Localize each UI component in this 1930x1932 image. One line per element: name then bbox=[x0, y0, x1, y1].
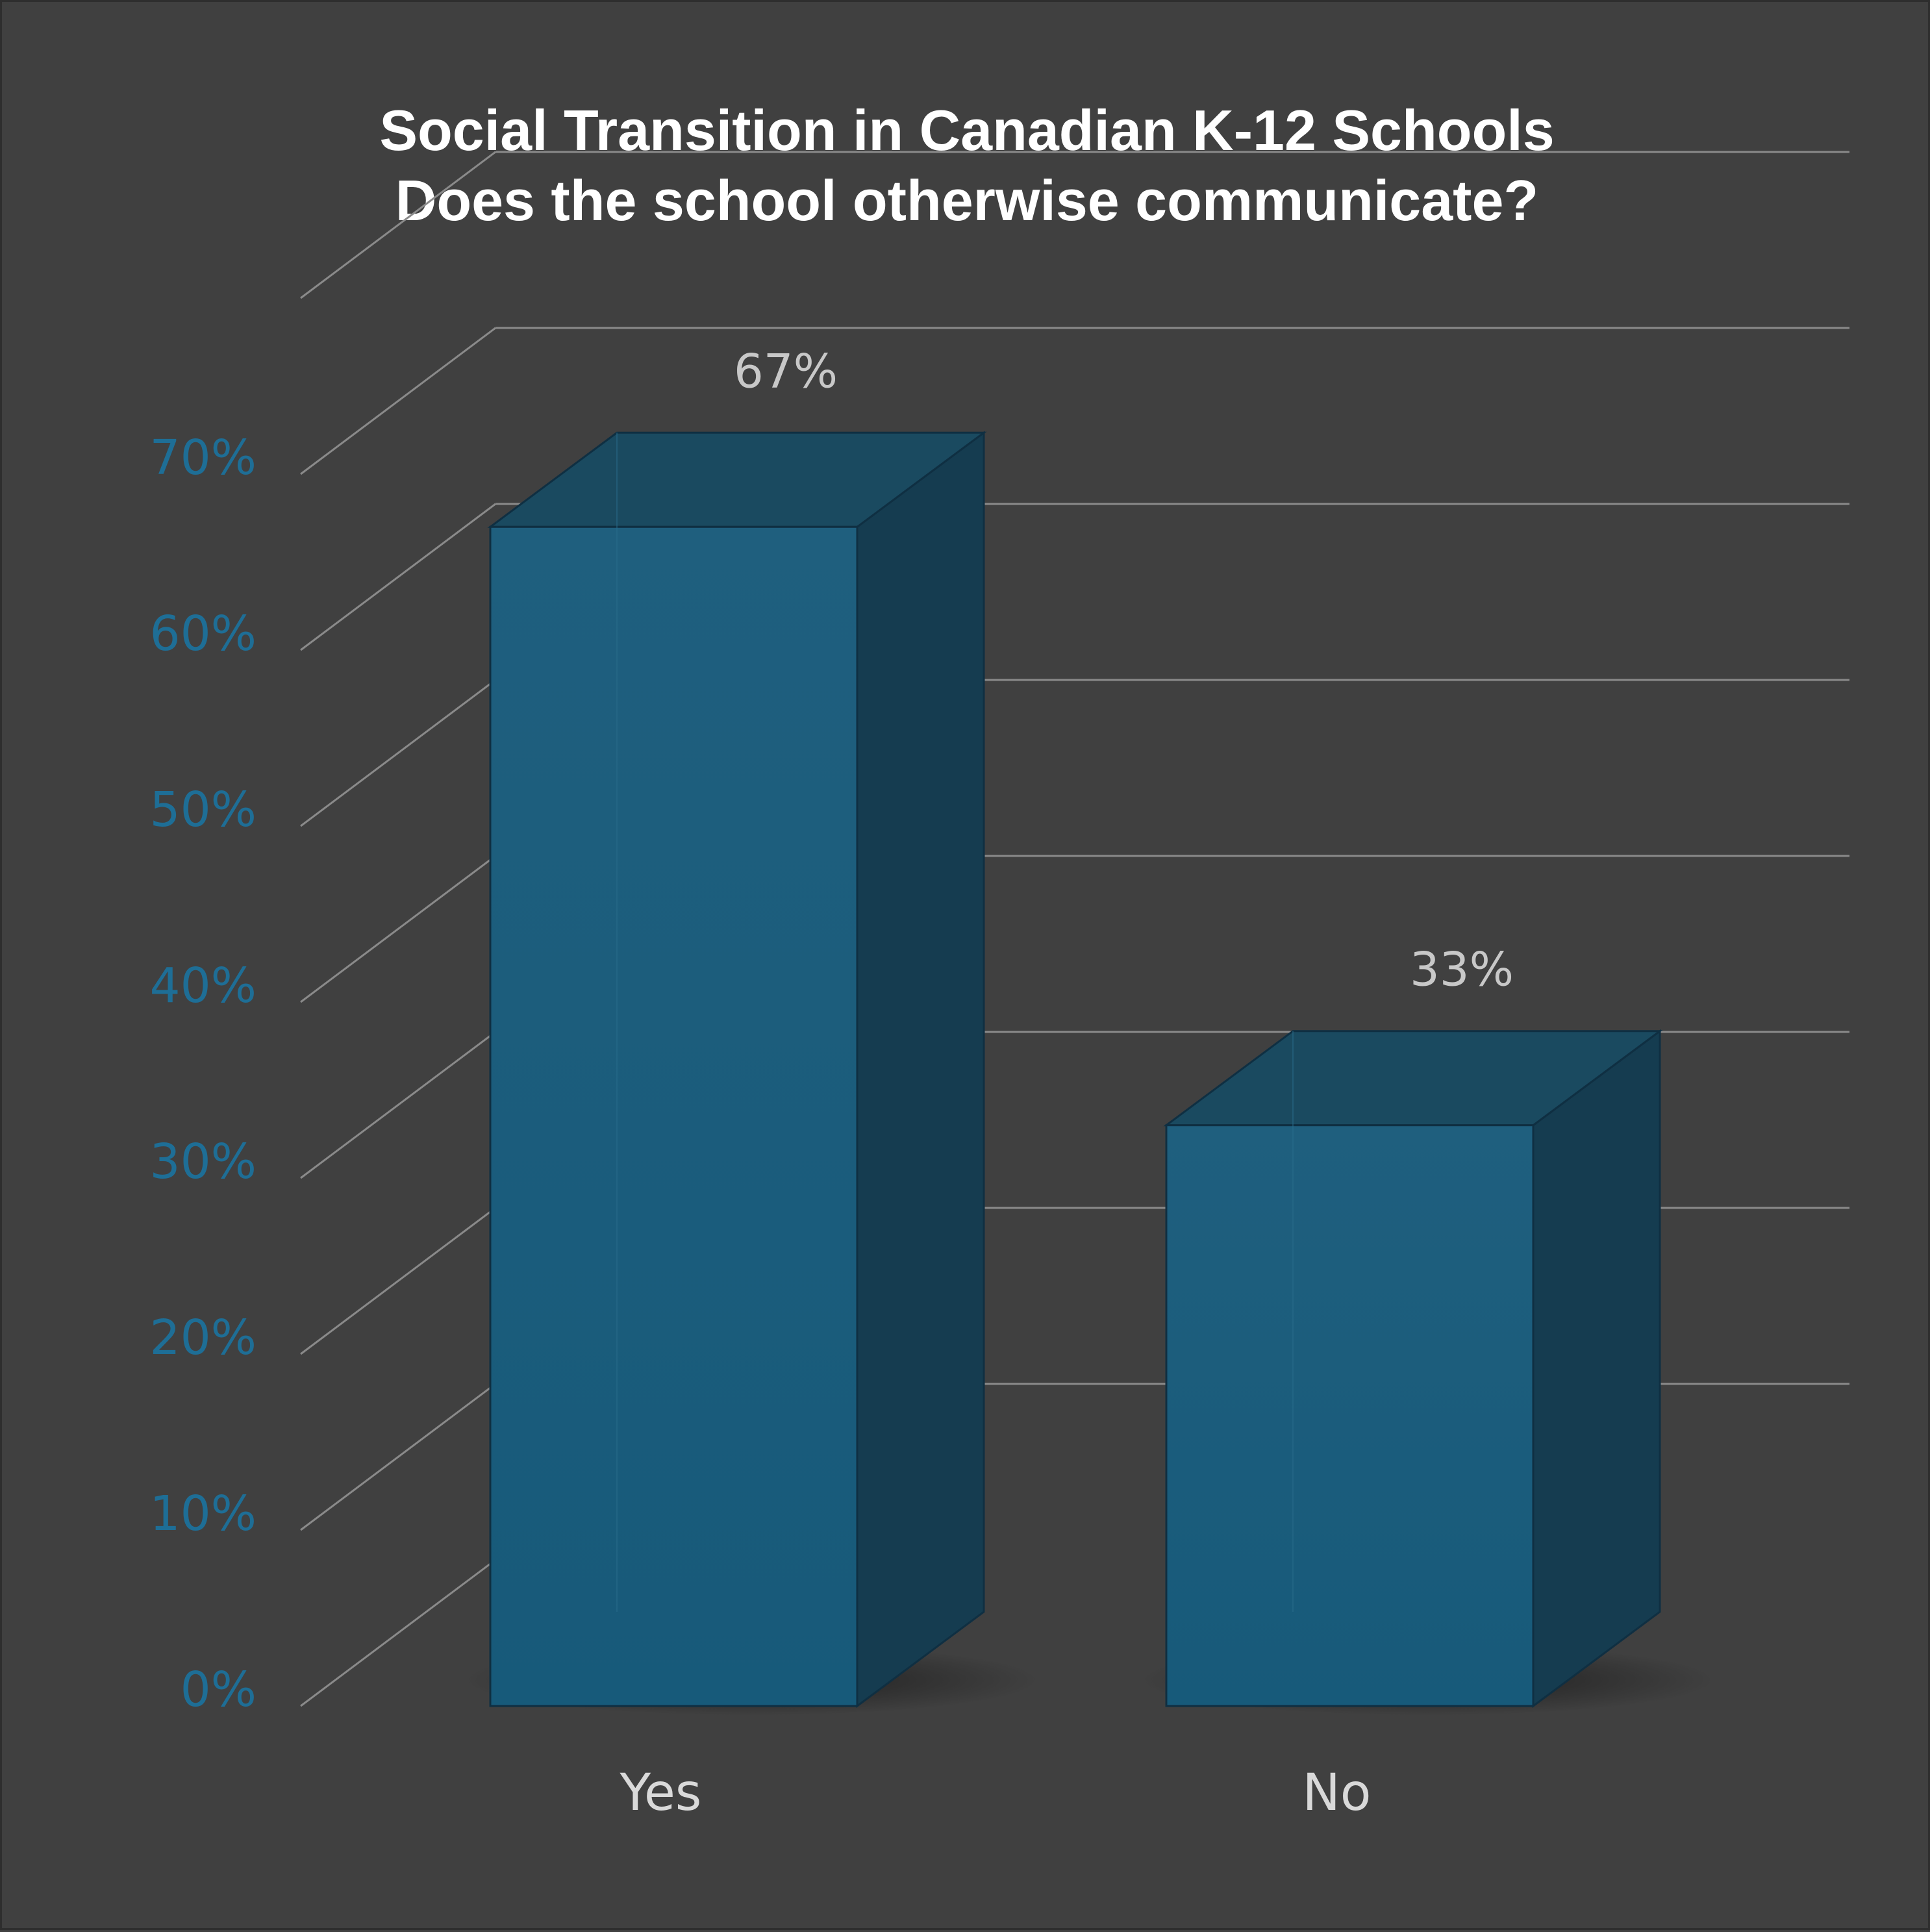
data-label: 67% bbox=[734, 344, 838, 398]
y-tick-label: 30% bbox=[150, 1134, 257, 1190]
chart-subtitle: Does the school otherwise communicate? bbox=[395, 168, 1538, 232]
bar-no bbox=[1140, 1029, 1715, 1716]
gridline-slant bbox=[300, 855, 496, 1003]
y-tick-label: 20% bbox=[150, 1310, 257, 1366]
gridline-slant bbox=[300, 327, 496, 475]
gridline-slant bbox=[300, 151, 496, 299]
gridline-slant bbox=[300, 503, 496, 651]
data-label: 33% bbox=[1410, 942, 1514, 997]
gridline-slant bbox=[300, 1383, 496, 1531]
labels: 67% Yes 33% No bbox=[620, 344, 1514, 1822]
bar-side-face bbox=[856, 431, 985, 1708]
bar-yes bbox=[464, 431, 1039, 1716]
x-tick-label: Yes bbox=[620, 1764, 702, 1822]
gridline-slant bbox=[300, 1031, 496, 1179]
y-tick-label: 70% bbox=[150, 430, 257, 486]
bar-front-face bbox=[1165, 1124, 1535, 1707]
y-axis-ticks: 0% 10% 20% 30% 40% 50% 60% 70% bbox=[150, 430, 257, 1718]
bar-front-face bbox=[489, 525, 858, 1707]
gridline-slant bbox=[300, 1559, 496, 1707]
y-tick-label: 40% bbox=[150, 958, 257, 1014]
gridline-slant bbox=[300, 1207, 496, 1355]
y-tick-label: 10% bbox=[150, 1486, 257, 1542]
bars bbox=[464, 431, 1715, 1716]
gridline-slant bbox=[300, 679, 496, 827]
bar-side-face bbox=[1532, 1029, 1661, 1708]
y-tick-label: 60% bbox=[150, 606, 257, 662]
y-tick-label: 0% bbox=[181, 1662, 257, 1718]
y-tick-label: 50% bbox=[150, 782, 257, 838]
x-tick-label: No bbox=[1302, 1764, 1371, 1822]
